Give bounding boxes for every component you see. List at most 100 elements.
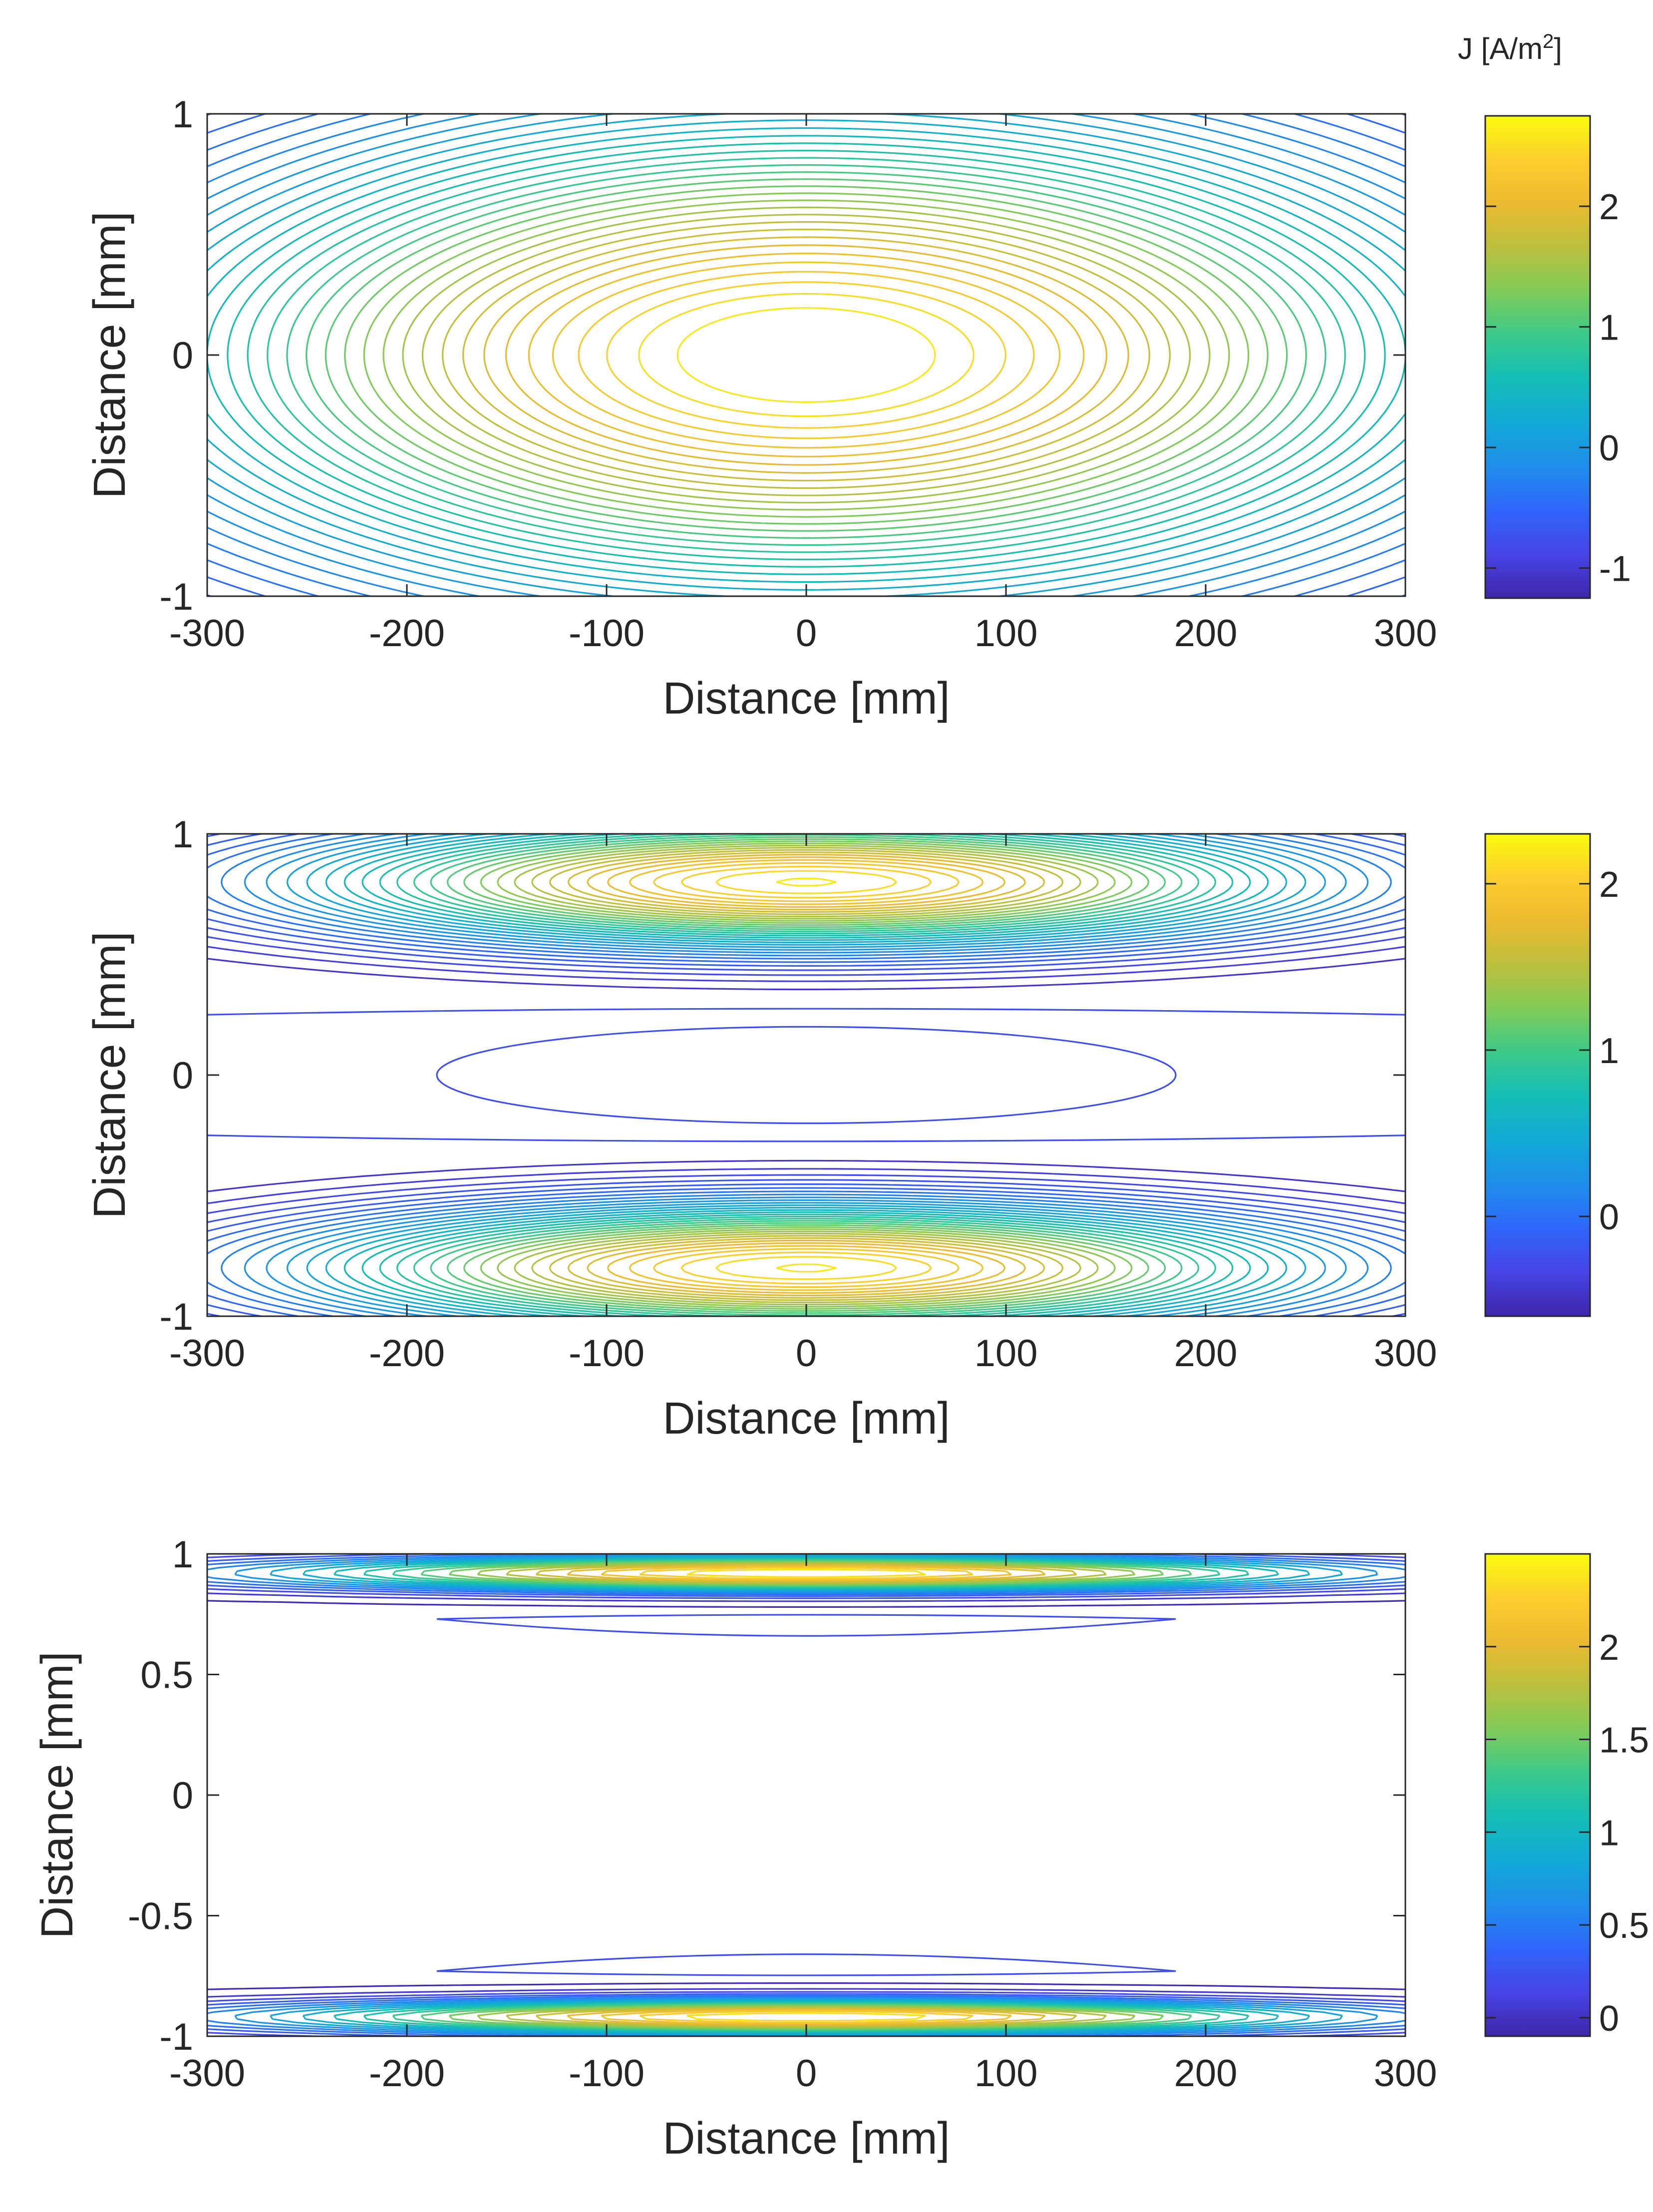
contour-level: [207, 1554, 1405, 2036]
contour-level: [306, 171, 1307, 539]
y-tick-label: -0.5: [128, 1895, 193, 1938]
contour-level: [639, 1566, 974, 2024]
panel-top: -300 -200 -100 0 100 200 300 -1 0 1 Distance [mm] D…: [85, 93, 1631, 724]
x-axis-label: Distance [mm]: [662, 2114, 950, 2164]
contour-level: [207, 114, 1405, 596]
boundary-contour: [207, 1008, 1405, 1016]
contour-level: [680, 865, 932, 1285]
contour-level: [586, 853, 1026, 1297]
contour-level: [343, 834, 1269, 1316]
colorbar-tick-label: 2: [1599, 865, 1619, 905]
contour-level: [496, 842, 1116, 1308]
contour-level: [266, 834, 1347, 1316]
contour-level: [402, 206, 1211, 504]
contour-level: [653, 862, 960, 1288]
y-tick-label: -1: [159, 576, 193, 618]
colorbar-bottom: [1485, 1554, 1590, 2036]
x-tick-label: -200: [369, 1332, 445, 1375]
contour-level: [234, 1554, 1378, 2036]
y-tick-label: -1: [159, 1296, 193, 1338]
contour-level: [567, 851, 1045, 1299]
colorbar-unit-close: ]: [1554, 32, 1562, 65]
y-tick-label: 0: [172, 1055, 193, 1097]
contour-level: [531, 847, 1082, 1303]
x-tick-label: -100: [569, 2052, 645, 2095]
colorbar-tick-label: 1: [1599, 1813, 1619, 1853]
contour-level: [420, 1559, 1192, 2031]
contour-level: [363, 192, 1250, 518]
contour-level: [207, 834, 1405, 1316]
contour-level: [448, 1560, 1164, 2030]
x-tick-label: -300: [169, 1332, 245, 1375]
contour-level: [207, 1592, 1405, 1998]
colorbar-frame: [1484, 115, 1591, 599]
contour-level: [207, 1554, 1405, 2036]
contour-level: [270, 1554, 1343, 2036]
y-tick-label: 0.5: [140, 1654, 193, 1697]
x-axis-label: Distance [mm]: [662, 674, 950, 724]
colorbar-frame: [1484, 833, 1591, 1317]
contour-level: [325, 834, 1288, 1316]
contour-level: [306, 834, 1307, 1316]
contour-level: [505, 244, 1108, 466]
x-tick-label: 0: [796, 2052, 817, 2095]
colorbar-unit-main: J [A/m: [1458, 32, 1543, 65]
x-axis-label: Distance [mm]: [662, 1394, 950, 1444]
x-tick-label: 100: [975, 1332, 1038, 1375]
x-tick-label: 100: [975, 612, 1038, 655]
x-tick-label: -300: [169, 2052, 245, 2095]
panel-bottom: -300 -200 -100 0 100 200 300 -1 -0.5 0 0.5 1 Distanc…: [32, 1533, 1649, 2164]
colorbar-unit-sup: 2: [1543, 30, 1554, 52]
x-tick-label: 300: [1374, 1332, 1437, 1375]
y-axis-label: Distance [mm]: [85, 211, 135, 498]
contour-level: [286, 834, 1326, 1316]
contour-level: [302, 1556, 1311, 2034]
colorbar-tick-label: 1.5: [1599, 1721, 1649, 1761]
boundary-contour: [207, 1134, 1405, 1142]
x-tick-label: -200: [369, 612, 445, 655]
contour-level: [379, 834, 1234, 1316]
panel-middle: -300 -200 -100 0 100 200 300 -1 0 1 Distance [mm] D…: [85, 813, 1619, 1444]
contour-level: [207, 834, 1405, 1316]
colorbar-frame: [1484, 1553, 1591, 2037]
contour-level: [446, 836, 1166, 1314]
plot-area-bottom: [207, 1554, 1405, 2036]
y-tick-label: 1: [172, 813, 193, 856]
lens-contour: [436, 1953, 1176, 1976]
contour-level: [514, 844, 1099, 1306]
contour-level: [578, 271, 1035, 439]
y-tick-label: 1: [172, 1533, 193, 1576]
x-tick-label: 0: [796, 612, 817, 655]
contour-level: [607, 856, 1006, 1294]
contour-level: [606, 281, 1006, 429]
contour-level: [207, 958, 1405, 1192]
contour-level: [244, 834, 1369, 1316]
contour-level: [535, 1563, 1077, 2027]
contour-level: [325, 178, 1288, 532]
contour-level: [477, 1561, 1136, 2029]
contour-level: [286, 164, 1326, 546]
colorbar-tick-label: 2: [1599, 187, 1619, 227]
contour-lines-bottom: [207, 1554, 1405, 2036]
contour-level: [267, 157, 1346, 553]
contour-level: [480, 840, 1133, 1310]
contour-level: [207, 834, 1405, 1316]
contour-level: [462, 228, 1150, 482]
contour-level: [686, 1568, 926, 2022]
y-tick-label: 0: [172, 335, 193, 377]
x-tick-label: 100: [975, 2052, 1038, 2095]
contour-level: [207, 114, 1405, 596]
colorbar-tick-label: 0: [1599, 428, 1619, 468]
contour-level: [247, 150, 1366, 560]
contour-level: [207, 127, 1405, 583]
contour-level: [776, 877, 837, 1273]
colorbar-middle: [1485, 834, 1590, 1316]
colorbar-unit-title: J [A/m2]: [1458, 30, 1562, 65]
plot-area-top: [207, 114, 1405, 596]
x-tick-label: 200: [1174, 612, 1238, 655]
contour-level: [363, 1558, 1250, 2032]
colorbar-tick-label: 1: [1599, 308, 1619, 348]
contour-level: [227, 142, 1386, 568]
contour-level: [638, 293, 975, 417]
contour-level: [207, 834, 1405, 1316]
